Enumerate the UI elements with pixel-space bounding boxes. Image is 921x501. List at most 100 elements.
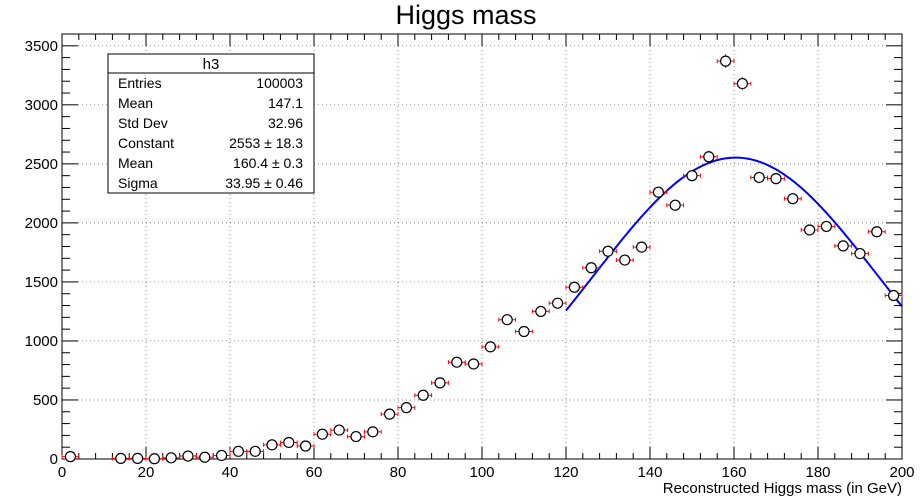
point-marker [249,445,261,457]
point-marker [820,220,833,233]
data-point [733,76,752,91]
data-point [683,169,701,182]
point-marker [199,451,211,463]
point-marker [619,254,631,266]
data-point [699,150,718,163]
x-tick-label: 40 [222,464,239,481]
point-marker [736,77,749,90]
y-tick-label: 2000 [25,215,58,232]
data-point [884,289,903,302]
fit-curve [565,156,903,312]
data-point [834,240,853,252]
point-marker [384,408,396,420]
data-point [716,54,735,69]
point-marker [837,240,849,252]
data-point [498,314,517,326]
y-tick-label: 3000 [25,97,58,114]
stats-row-value: 33.95 ± 0.46 [225,175,303,191]
point-marker [132,452,144,465]
point-marker [165,452,177,464]
data-point [414,389,433,401]
point-marker [316,428,328,440]
data-point [548,297,567,309]
point-marker [216,449,228,462]
stats-row-value: 32.96 [268,115,303,131]
data-point [867,226,886,238]
data-point [145,453,164,465]
stats-row-value: 160.4 ± 0.3 [233,155,303,171]
data-point [599,245,617,257]
point-marker [803,224,816,236]
point-marker [871,226,883,238]
point-marker [300,440,312,452]
x-tick-label: 200 [889,464,914,481]
point-marker [451,356,463,368]
data-point [851,247,869,260]
point-marker [652,186,665,198]
chart-title: Higgs mass [395,0,536,30]
data-point [481,341,500,353]
data-point [397,402,416,414]
x-tick-label: 60 [306,464,323,481]
point-marker [367,426,379,438]
y-tick-label: 1500 [25,274,58,291]
data-point [296,440,315,452]
point-marker [635,241,648,253]
axes: 0 20 40 60 80 100 120 140 160 180 2000500100015002… [25,33,915,481]
point-marker [115,452,127,465]
stats-row-label: Mean [118,95,153,111]
point-marker [283,436,295,449]
y-tick-label: 1000 [25,333,58,350]
data-point [229,445,248,457]
point-marker [719,55,732,67]
point-marker [434,377,446,389]
data-point [531,305,550,318]
data-point [582,262,601,274]
x-tick-label: 0 [58,464,66,481]
data-point [313,428,332,440]
data-point [767,172,785,185]
point-marker [148,453,160,465]
data-points-layer [61,54,903,465]
x-tick-label: 140 [637,464,662,481]
data-point [347,430,365,443]
data-point [783,193,802,205]
point-marker [518,325,530,338]
data-point [279,436,298,449]
stats-rows: Entries 100003 Mean 147.1 Std Dev 32.96 Consta… [118,75,303,191]
stats-row-value: 2553 ± 18.3 [229,135,303,151]
point-marker [400,402,412,414]
point-marker [417,389,429,401]
data-point [195,451,214,463]
point-marker [787,193,799,205]
stats-box: h3 Entries 100003 Mean 147.1 Std Dev 32.96 Con… [107,53,315,194]
x-tick-label: 100 [469,464,494,481]
point-marker [753,171,765,184]
data-point [111,452,130,465]
x-axis-label: Reconstructed Higgs mass (in GeV) [663,480,902,497]
y-tick-label: 500 [33,392,58,409]
x-tick-label: 120 [553,464,578,481]
point-marker [568,281,581,293]
data-point [800,224,819,236]
stats-row-value: 100003 [256,75,303,91]
point-marker [484,341,496,353]
point-marker [887,289,900,302]
point-marker [468,358,480,370]
point-marker [535,305,547,318]
data-point [61,451,80,463]
stats-row-label: Std Dev [118,115,168,131]
point-marker [501,314,513,326]
data-point [464,358,483,370]
stats-row-label: Sigma [118,175,158,191]
y-tick-label: 2500 [25,156,58,173]
data-point [179,450,197,462]
point-marker [182,450,194,462]
point-marker [551,297,564,309]
stats-box-name: h3 [203,56,220,73]
point-marker [854,247,866,260]
x-tick-label: 160 [721,464,746,481]
data-point [447,356,466,368]
stats-row-value: 147.1 [268,95,303,111]
data-point [246,445,265,457]
